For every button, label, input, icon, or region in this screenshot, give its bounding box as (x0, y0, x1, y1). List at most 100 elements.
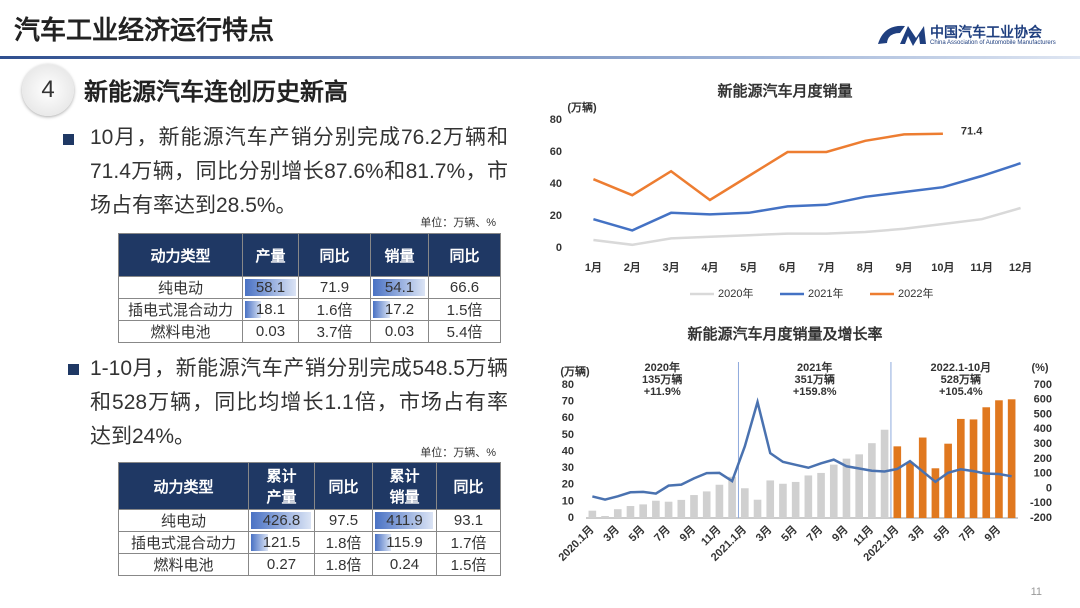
data-bar (251, 534, 269, 551)
y-tick-label: 70 (562, 396, 574, 408)
data-bar (373, 301, 390, 318)
bar (664, 501, 673, 518)
x-tick-label: 9月 (829, 523, 850, 544)
bar (715, 484, 724, 518)
header-cell: 累计 销量 (372, 462, 437, 510)
bar (944, 443, 952, 518)
title-rule (0, 56, 1080, 59)
x-tick-label: 9月 (677, 523, 698, 544)
y-tick-label: 80 (550, 114, 562, 126)
cell: 121.5 (248, 531, 315, 554)
row: 燃料电池 0.03 3.7倍 0.03 5.4倍 (118, 320, 501, 343)
x-tick-label: 7月 (651, 523, 672, 544)
data-bar (251, 512, 311, 529)
cell-text: 插电式混合动力 (130, 535, 236, 552)
bar (639, 504, 647, 518)
y2-tick-label: 600 (1034, 394, 1052, 406)
annotation: 2021年 (797, 360, 832, 374)
bar (702, 491, 711, 518)
x-tick-label: 2月 (624, 261, 641, 274)
header-row: 动力类型 累计 产量 同比 累计 销量 同比 (118, 462, 501, 510)
cell: 纯电动 (118, 276, 243, 299)
cell-text: 66.6 (449, 279, 480, 296)
header-cell: 同比 (428, 233, 501, 277)
bar (652, 500, 660, 518)
bar (753, 499, 762, 518)
annotation: +105.4% (939, 386, 983, 398)
header-cell: 动力类型 (118, 462, 249, 510)
bar (931, 468, 940, 518)
line (592, 397, 1012, 501)
y-axis-label: (万辆) (560, 364, 590, 378)
cell: 插电式混合动力 (118, 531, 249, 554)
x-tick-label: 6月 (779, 261, 796, 274)
y-tick-label: 60 (550, 146, 562, 158)
cell-text: 93.1 (453, 512, 484, 529)
cell: 5.4倍 (428, 320, 501, 343)
bar (880, 429, 889, 518)
bar (804, 475, 813, 518)
y2-axis-label: (%) (1031, 362, 1048, 374)
bar (588, 510, 597, 518)
data-bar (245, 301, 261, 318)
x-tick-label: 7月 (818, 261, 835, 274)
cell-text: 411.9 (386, 512, 423, 529)
cell: 411.9 (372, 509, 437, 532)
cell: 1.8倍 (314, 553, 373, 576)
bar (868, 443, 876, 518)
logo-name: 中国汽车工业协会 (930, 24, 1042, 40)
cell: 66.6 (428, 276, 501, 299)
x-tick-label: 9月 (896, 261, 913, 274)
bar (817, 472, 825, 518)
bar (613, 509, 622, 518)
data-bar (375, 534, 392, 551)
cell-text: 纯电动 (157, 280, 203, 297)
line (593, 162, 1021, 232)
bar (906, 462, 914, 518)
cell: 0.03 (370, 320, 429, 343)
y2-tick-label: 400 (1034, 423, 1052, 435)
y2-tick-label: 0 (1046, 482, 1052, 494)
cell-text: 燃料电池 (153, 557, 214, 574)
annotation: 351万辆 (795, 372, 835, 386)
y-tick-label: 40 (550, 178, 562, 190)
cell-text: 1.5倍 (446, 302, 483, 319)
bar (829, 464, 838, 518)
data-bar (373, 279, 426, 296)
header-cell: 产量 (242, 233, 299, 277)
cell: 纯电动 (118, 509, 249, 532)
cell: 插电式混合动力 (118, 298, 243, 321)
annotation: 528万辆 (941, 372, 981, 386)
bullet-text: 10月，新能源汽车产销分别完成76.2万辆和71.4万辆，同比分别增长87.6%… (90, 126, 508, 217)
cell-text: 3.7倍 (316, 324, 353, 341)
legend-label: 2022年 (898, 286, 933, 300)
x-tick-label: 1月 (585, 261, 602, 274)
data-table: 动力类型 累计 产量 同比 累计 销量 同比 纯电动 426.8 97.5 411.9 93.1 插… (118, 462, 501, 576)
cell: 1.6倍 (298, 298, 371, 321)
x-tick-label: 5月 (740, 261, 757, 274)
y2-tick-label: 700 (1034, 379, 1052, 391)
bar (893, 446, 902, 518)
cell-text: 426.8 (262, 512, 301, 529)
chart-title: 新能源汽车月度销量及增长率 (687, 325, 882, 343)
bar (677, 499, 686, 518)
y-tick-label: 30 (562, 462, 574, 474)
cell-text: 54.1 (384, 279, 415, 296)
cell-text: 1.7倍 (450, 535, 487, 552)
row: 纯电动 58.1 71.9 54.1 66.6 (118, 276, 501, 299)
cell-text: 0.27 (266, 556, 297, 573)
y-tick-label: 0 (568, 512, 574, 524)
y2-tick-label: 100 (1034, 468, 1052, 480)
y-tick-label: 10 (562, 495, 574, 507)
bar (1007, 399, 1016, 518)
row: 纯电动 426.8 97.5 411.9 93.1 (118, 509, 501, 532)
logo-english: China Association of Automobile Manufact… (930, 40, 1056, 46)
bullet-marker (63, 134, 74, 145)
y-tick-label: 60 (562, 412, 574, 424)
bar (690, 495, 698, 518)
header-row: 动力类型 产量 同比 销量 同比 (118, 233, 501, 277)
cell-text: 插电式混合动力 (127, 302, 233, 319)
cell: 93.1 (436, 509, 501, 532)
bar (728, 476, 736, 518)
